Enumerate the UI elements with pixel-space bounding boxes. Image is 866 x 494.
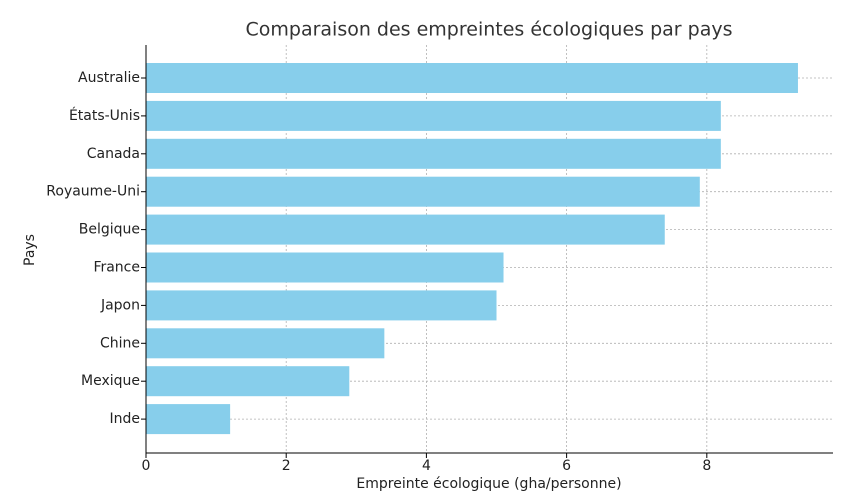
- x-tick-label: 4: [422, 458, 431, 474]
- grid: 0 2 4 6 8 Australie États-Unis Canada Royaume-Un…: [46, 45, 833, 474]
- y-tick-label: Belgique: [79, 222, 140, 238]
- y-tick-label: Chine: [100, 335, 140, 351]
- y-tick-label: Royaume-Uni: [46, 184, 140, 200]
- y-axis-label: Pays: [22, 234, 38, 266]
- plot-area: [146, 63, 798, 435]
- chart-title: Comparaison des empreintes écologiques p…: [245, 19, 732, 41]
- bar: [146, 176, 700, 207]
- y-tick-label: Canada: [87, 146, 140, 162]
- y-tick-label: Japon: [100, 297, 140, 313]
- bar: [146, 63, 798, 93]
- bar: [146, 138, 721, 169]
- y-tick-label: États-Unis: [69, 107, 140, 124]
- y-tick-label: Inde: [109, 411, 140, 427]
- x-tick-label: 2: [282, 458, 291, 474]
- y-tick-label: France: [93, 260, 140, 276]
- x-tick-label: 8: [702, 458, 711, 474]
- bar: [146, 404, 231, 435]
- bar: [146, 366, 350, 397]
- x-tick-label: 0: [142, 458, 151, 474]
- bar: [146, 100, 721, 131]
- x-axis-label: Empreinte écologique (gha/personne): [356, 476, 621, 492]
- y-tick-label: Mexique: [81, 373, 140, 389]
- bar: [146, 290, 497, 321]
- bar: [146, 252, 504, 283]
- bar: [146, 328, 385, 359]
- y-tick-label: Australie: [78, 70, 140, 86]
- x-tick-label: 6: [562, 458, 571, 474]
- bar: [146, 214, 665, 245]
